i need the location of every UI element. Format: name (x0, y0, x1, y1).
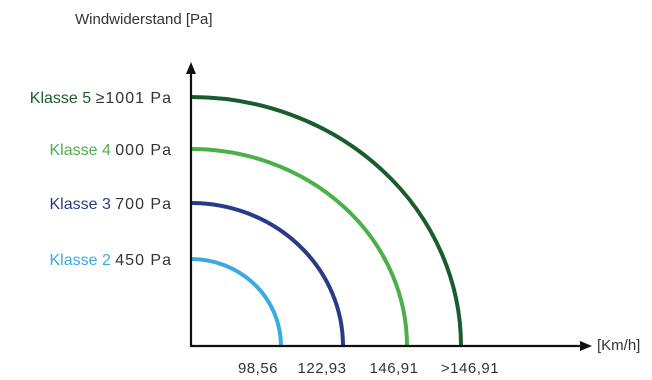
x-axis-title: [Km/h] (597, 337, 640, 354)
y-axis-arrow (186, 62, 196, 74)
x-tick-label: 98,56 (238, 360, 278, 377)
class-name: Klasse 5 (30, 90, 96, 107)
class-arcs (190, 95, 463, 347)
class-value: 700 Pa (115, 196, 172, 213)
class-value: 450 Pa (115, 252, 172, 269)
class-name: Klasse 4 (49, 142, 115, 159)
class-value: ≥1001 Pa (96, 90, 172, 107)
x-tick-labels: 98,56 122,93 146,91 >146,91 (238, 360, 499, 377)
axes (186, 62, 592, 351)
x-tick-label: 146,91 (370, 360, 419, 377)
class-arc-4 (190, 147, 409, 347)
class-label-3: Klasse 3 700 Pa (49, 196, 172, 213)
class-value: 000 Pa (115, 142, 172, 159)
class-name: Klasse 3 (49, 196, 115, 213)
class-name: Klasse 2 (49, 252, 115, 269)
class-arc-3 (190, 201, 345, 347)
x-tick-label: 122,93 (298, 360, 347, 377)
class-label-4: Klasse 4 000 Pa (49, 142, 172, 159)
x-tick-label: >146,91 (441, 360, 499, 377)
class-label-5: Klasse 5 ≥1001 Pa (30, 90, 172, 107)
class-arc-2 (190, 257, 283, 347)
x-axis-arrow (580, 341, 592, 351)
y-axis-title: Windwiderstand [Pa] (75, 11, 213, 28)
class-labels: Klasse 2 450 Pa Klasse 3 700 Pa Klasse 4 0… (30, 90, 172, 269)
class-label-2: Klasse 2 450 Pa (49, 252, 172, 269)
class-arc-5 (190, 95, 463, 347)
